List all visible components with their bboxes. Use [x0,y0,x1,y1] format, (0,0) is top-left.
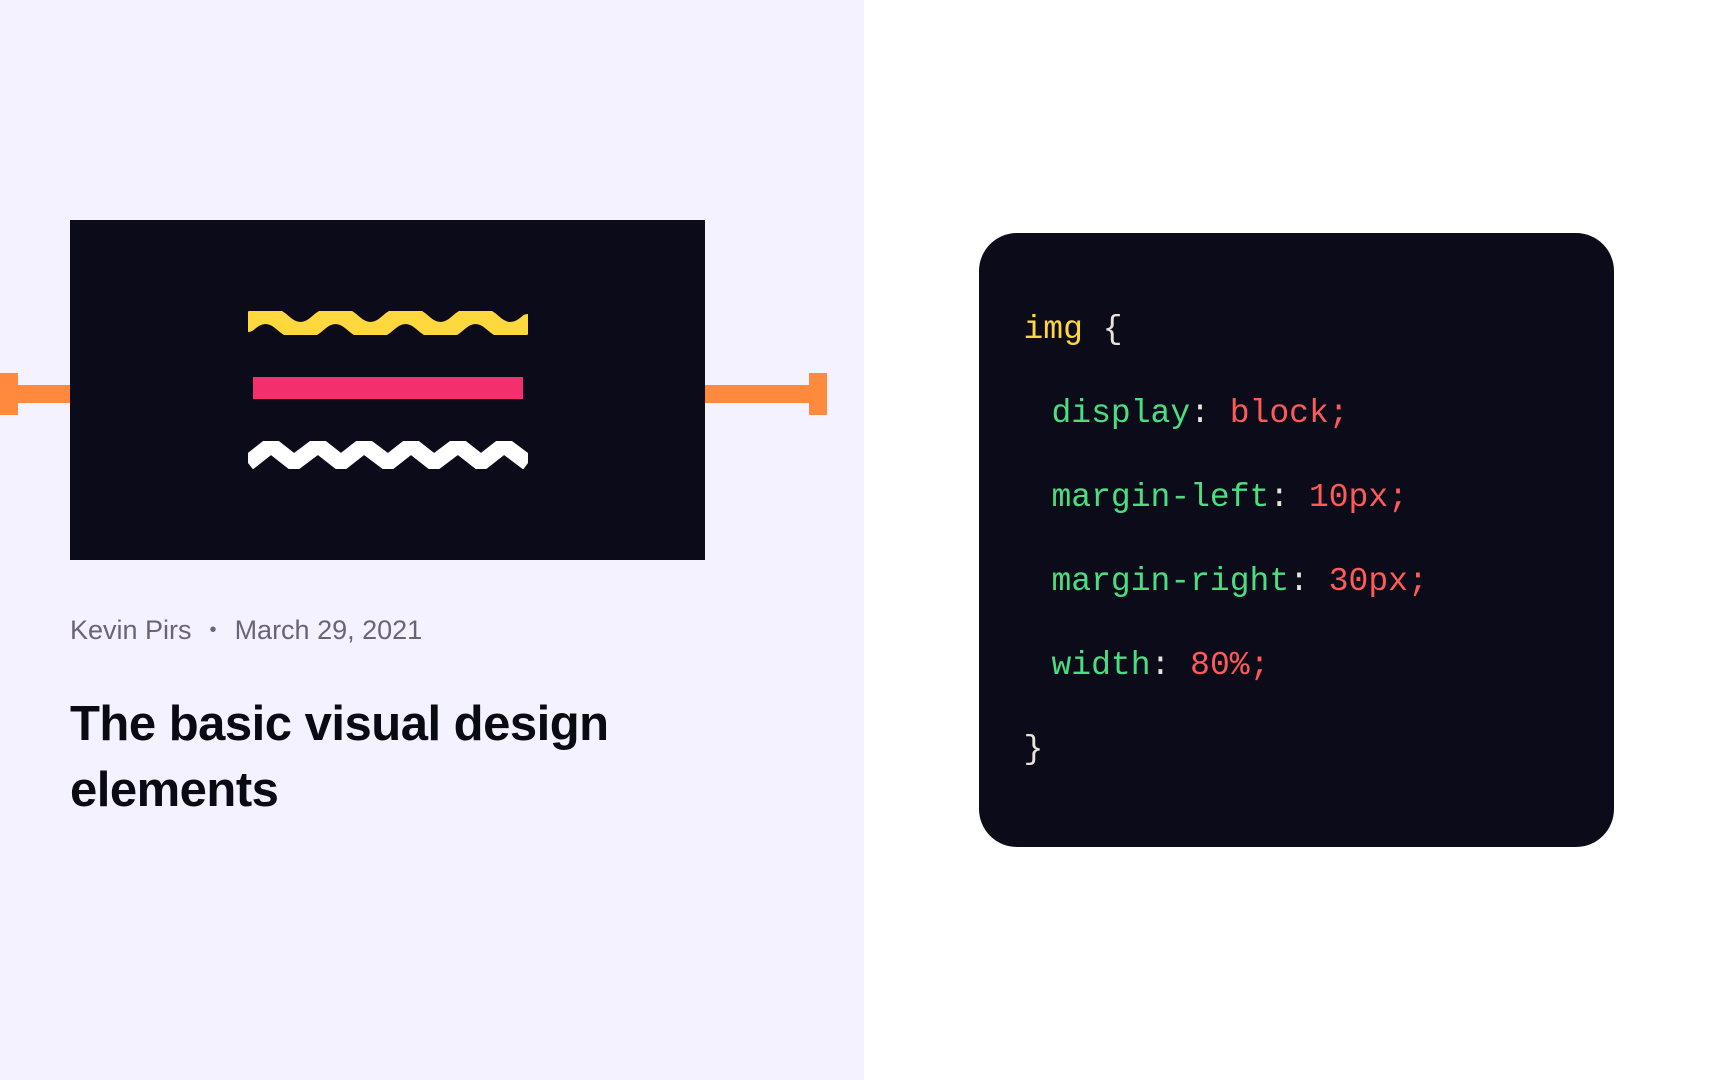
article-hero-image [70,220,705,560]
code-declaration: margin-right: 30px; [1024,540,1564,624]
code-line-selector: img { [1024,288,1564,372]
code-value: block [1230,395,1329,432]
css-code-block: img { display: block;margin-left: 10px;m… [979,233,1614,848]
zigzag-line-icon [248,441,528,469]
code-semicolon: ; [1388,479,1408,516]
wavy-line-icon [248,311,528,335]
code-close-brace: } [1024,731,1044,768]
article-meta: Kevin Pirs • March 29, 2021 [70,615,794,646]
code-property: width [1052,647,1151,684]
code-property: display [1052,395,1191,432]
solid-bar-icon [253,377,523,399]
code-declaration: width: 80%; [1024,624,1564,708]
connector-handle-left [0,385,70,403]
code-property: margin-left [1052,479,1270,516]
code-value: 80% [1190,647,1249,684]
code-value: 30px [1329,563,1408,600]
code-property: margin-right [1052,563,1290,600]
code-semicolon: ; [1329,395,1349,432]
code-semicolon: ; [1408,563,1428,600]
article-date: March 29, 2021 [235,615,423,646]
article-title: The basic visual design elements [70,691,690,823]
article-author: Kevin Pirs [70,615,192,646]
code-declaration: display: block; [1024,372,1564,456]
connector-handle-right [705,385,827,403]
article-card-panel: Kevin Pirs • March 29, 2021 The basic vi… [0,0,864,1080]
code-panel: img { display: block;margin-left: 10px;m… [864,0,1728,1080]
meta-separator: • [210,619,217,642]
code-colon: : [1289,563,1329,600]
code-value: 10px [1309,479,1388,516]
code-open-brace: { [1103,311,1123,348]
code-line-close: } [1024,708,1564,792]
code-colon: : [1151,647,1191,684]
code-colon: : [1269,479,1309,516]
code-declaration: margin-left: 10px; [1024,456,1564,540]
code-selector: img [1024,311,1083,348]
code-semicolon: ; [1250,647,1270,684]
code-colon: : [1190,395,1230,432]
